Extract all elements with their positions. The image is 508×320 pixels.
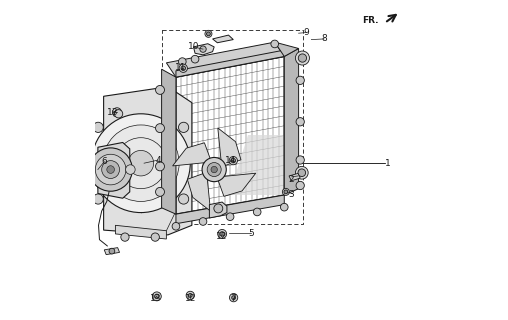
Circle shape — [155, 85, 165, 94]
Polygon shape — [217, 173, 256, 196]
Circle shape — [103, 125, 179, 201]
Circle shape — [115, 110, 119, 115]
Circle shape — [89, 148, 132, 191]
Circle shape — [296, 51, 309, 65]
Circle shape — [199, 218, 207, 225]
Circle shape — [128, 150, 153, 176]
Circle shape — [107, 166, 114, 173]
Polygon shape — [98, 142, 130, 198]
Polygon shape — [114, 111, 119, 117]
Text: 3: 3 — [289, 190, 295, 199]
Circle shape — [230, 293, 238, 302]
Circle shape — [151, 233, 160, 241]
Circle shape — [220, 232, 225, 236]
Text: 6: 6 — [102, 157, 107, 166]
Circle shape — [214, 204, 223, 213]
Circle shape — [96, 154, 126, 185]
Circle shape — [207, 163, 221, 177]
Text: 8: 8 — [321, 35, 327, 44]
Circle shape — [271, 40, 278, 48]
Circle shape — [178, 122, 188, 132]
Circle shape — [226, 213, 234, 220]
Text: 13: 13 — [107, 108, 119, 117]
Circle shape — [296, 181, 304, 190]
Polygon shape — [104, 87, 192, 235]
Text: 14: 14 — [225, 156, 236, 164]
Circle shape — [231, 158, 236, 163]
Circle shape — [181, 66, 185, 70]
Circle shape — [229, 156, 237, 165]
Circle shape — [102, 161, 119, 179]
Polygon shape — [153, 293, 160, 299]
Polygon shape — [284, 49, 299, 195]
Polygon shape — [212, 35, 233, 43]
Polygon shape — [289, 173, 300, 181]
Circle shape — [282, 188, 290, 196]
Circle shape — [121, 233, 129, 241]
Circle shape — [296, 76, 304, 84]
Circle shape — [178, 194, 188, 204]
Circle shape — [93, 194, 103, 204]
Circle shape — [280, 203, 288, 211]
Circle shape — [186, 291, 195, 300]
Polygon shape — [194, 44, 214, 55]
Polygon shape — [176, 50, 284, 77]
Text: 12: 12 — [184, 294, 196, 303]
Polygon shape — [115, 225, 167, 239]
Text: 10: 10 — [188, 42, 199, 52]
Circle shape — [152, 292, 161, 301]
Circle shape — [202, 157, 226, 182]
Text: 7: 7 — [231, 294, 236, 303]
Circle shape — [296, 166, 308, 179]
Text: 1: 1 — [385, 159, 391, 168]
Circle shape — [298, 169, 306, 177]
Text: 12: 12 — [216, 232, 227, 241]
Polygon shape — [173, 143, 211, 166]
Circle shape — [109, 248, 115, 254]
Polygon shape — [162, 69, 176, 214]
Text: 9: 9 — [304, 28, 309, 37]
Circle shape — [172, 222, 180, 230]
Polygon shape — [113, 110, 118, 115]
Circle shape — [113, 108, 121, 117]
Polygon shape — [167, 42, 284, 77]
Text: 2: 2 — [289, 175, 295, 184]
Circle shape — [93, 122, 103, 132]
Polygon shape — [275, 42, 299, 56]
Text: 11: 11 — [175, 63, 186, 72]
Text: 5: 5 — [248, 229, 253, 238]
Circle shape — [207, 32, 210, 36]
Circle shape — [155, 162, 165, 171]
Circle shape — [218, 229, 227, 238]
Circle shape — [296, 156, 304, 164]
Circle shape — [284, 190, 288, 194]
Text: FR.: FR. — [362, 16, 379, 25]
Circle shape — [179, 64, 187, 72]
Polygon shape — [104, 248, 119, 255]
Circle shape — [178, 58, 186, 65]
Circle shape — [91, 114, 190, 212]
Circle shape — [200, 46, 206, 52]
Circle shape — [211, 166, 217, 173]
Polygon shape — [209, 202, 227, 218]
Circle shape — [155, 124, 165, 132]
Text: 13: 13 — [149, 294, 161, 303]
Circle shape — [298, 54, 306, 62]
Circle shape — [191, 55, 199, 63]
Text: 4: 4 — [155, 156, 161, 164]
Circle shape — [205, 30, 212, 37]
Polygon shape — [176, 195, 284, 224]
Circle shape — [232, 296, 236, 300]
Polygon shape — [187, 173, 210, 211]
Circle shape — [154, 294, 159, 299]
Circle shape — [114, 110, 123, 118]
Circle shape — [188, 293, 192, 297]
Circle shape — [155, 188, 165, 196]
Polygon shape — [229, 134, 284, 195]
Circle shape — [125, 165, 135, 174]
Polygon shape — [218, 128, 241, 166]
Circle shape — [253, 208, 261, 216]
Circle shape — [296, 118, 304, 126]
